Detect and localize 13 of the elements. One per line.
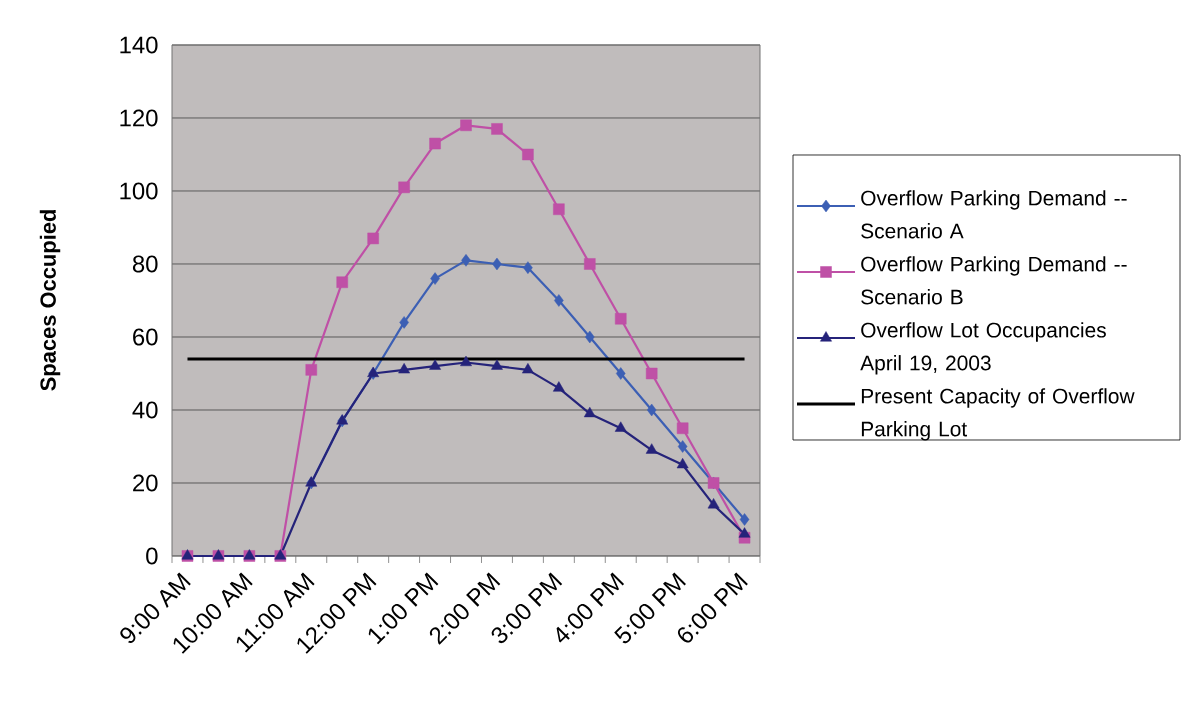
y-tick-label: 0 bbox=[146, 547, 158, 565]
y-tick-label: 100 bbox=[120, 182, 158, 200]
y-tick-label: 40 bbox=[132, 401, 158, 419]
y-tick-label: 20 bbox=[133, 474, 158, 492]
legend-label: Overflow Parking Demand -- Scenario A bbox=[861, 190, 1127, 239]
legend-label: Overflow Parking Demand -- Scenario B bbox=[861, 256, 1127, 305]
legend-label: Present Capacity of Overflow Parking Lot bbox=[861, 388, 1135, 441]
y-tick-label: 140 bbox=[120, 36, 158, 54]
y-tick-label: 120 bbox=[120, 109, 158, 127]
legend-label: Overflow Lot Occupancies April 19, 2003 bbox=[860, 322, 1106, 375]
y-tick-label: 60 bbox=[133, 328, 158, 346]
y-tick-label: 80 bbox=[132, 255, 158, 273]
y-axis-title: Spaces Occupied bbox=[39, 210, 61, 391]
